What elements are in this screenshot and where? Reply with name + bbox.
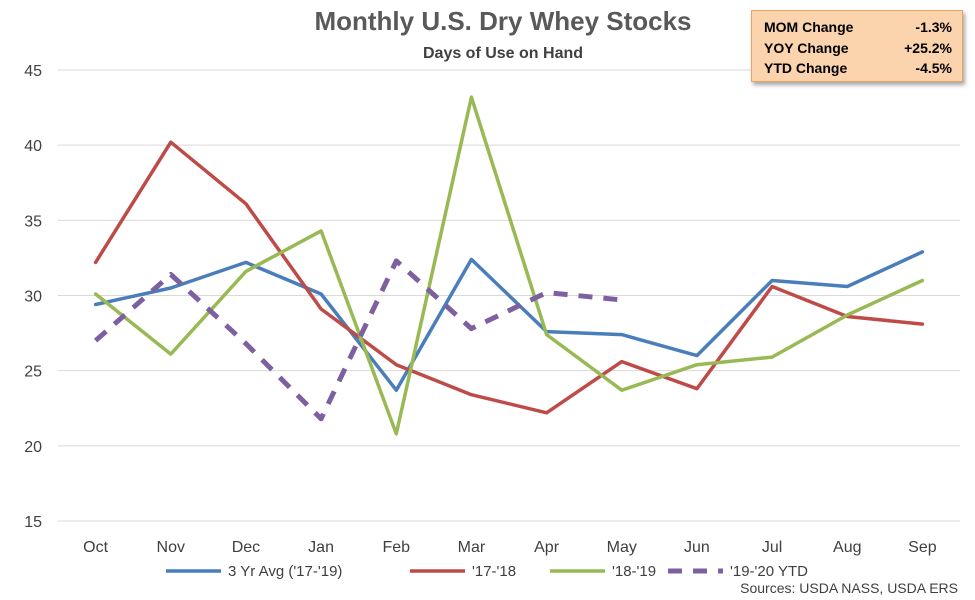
x-axis-ticks: Oct Nov Dec Jan Feb Mar Apr May Jun Jul Aug Sep: [83, 539, 937, 556]
x-tick-label: Jul: [762, 539, 782, 556]
x-tick-label: Sep: [908, 539, 937, 556]
series-lines: [93, 95, 925, 436]
y-tick-label: 30: [24, 289, 42, 306]
change-stats-box: MOM Change -1.3% YOY Change +25.2% YTD Chang…: [751, 10, 963, 82]
legend-label: '17-'18: [472, 563, 516, 580]
legend-label: '19-'20 YTD: [730, 563, 808, 580]
series-line-0: [93, 250, 925, 392]
stats-row: MOM Change -1.3%: [764, 17, 952, 38]
stats-label: YOY Change: [764, 39, 849, 56]
chart-title: Monthly U.S. Dry Whey Stocks: [314, 6, 691, 36]
y-tick-label: 25: [24, 364, 42, 381]
x-tick-label: Jun: [684, 539, 710, 556]
x-tick-label: Oct: [83, 539, 108, 556]
x-tick-label: May: [607, 539, 637, 556]
stats-value: +25.2%: [904, 39, 952, 56]
legend: 3 Yr Avg ('17-'19) '17-'18 '18-'19 '19-'20 …: [166, 563, 808, 580]
series-line-1: [93, 140, 925, 415]
y-tick-label: 35: [24, 213, 42, 230]
x-tick-label: Jan: [308, 539, 334, 556]
stats-row: YTD Change -4.5%: [764, 58, 952, 79]
y-tick-label: 15: [24, 514, 42, 531]
x-tick-label: Feb: [382, 539, 410, 556]
chart-subtitle: Days of Use on Hand: [423, 45, 583, 62]
y-tick-label: 40: [24, 138, 42, 155]
x-tick-label: Aug: [833, 539, 861, 556]
stats-row: YOY Change +25.2%: [764, 38, 952, 59]
stats-label: MOM Change: [764, 19, 854, 35]
stats-label: YTD Change: [764, 60, 848, 76]
series-line-3: [93, 258, 623, 422]
x-tick-label: Mar: [458, 539, 486, 556]
x-tick-label: Dec: [232, 539, 260, 556]
legend-label: 3 Yr Avg ('17-'19): [228, 563, 342, 580]
source-note: Sources: USDA NASS, USDA ERS: [740, 580, 958, 596]
y-tick-label: 20: [24, 439, 42, 456]
x-tick-label: Apr: [534, 539, 560, 556]
stats-value: -4.5%: [915, 60, 952, 76]
y-tick-label: 45: [24, 63, 42, 80]
x-tick-label: Nov: [157, 539, 185, 556]
series-line-2: [93, 95, 925, 436]
legend-label: '18-'19: [612, 563, 656, 580]
y-axis-ticks: 15 20 25 30 35 40 45: [24, 63, 42, 531]
stats-value: -1.3%: [915, 19, 952, 35]
